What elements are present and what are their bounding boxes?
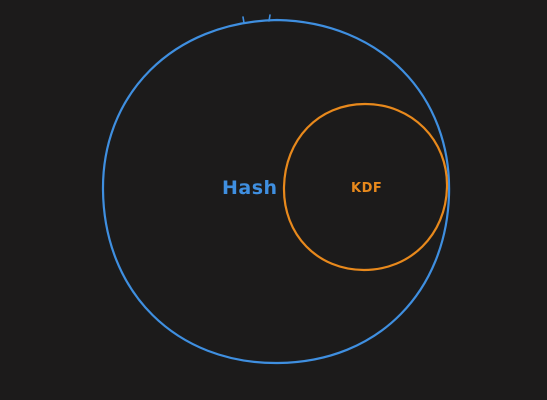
hash-circle-tick — [242, 14, 271, 24]
hash-label: Hash — [222, 177, 278, 199]
kdf-circle — [282, 102, 449, 272]
hash-circle — [101, 18, 451, 365]
kdf-label: KDF — [351, 181, 382, 196]
